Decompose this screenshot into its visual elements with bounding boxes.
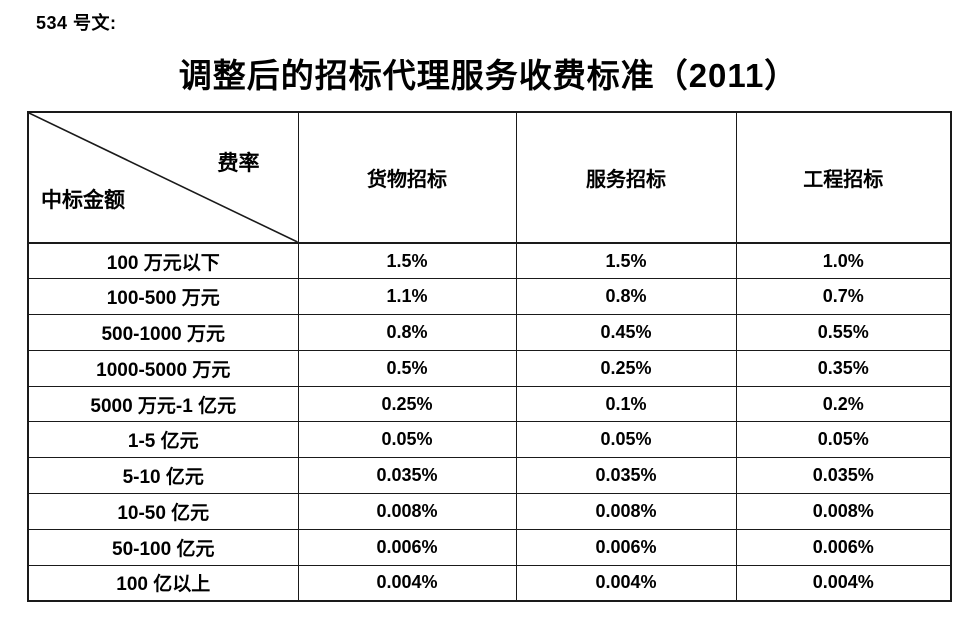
fee-value-cell: 0.5%: [297, 349, 517, 387]
fee-value-cell: 0.006%: [297, 528, 517, 566]
row-label: 100 万元以下: [27, 242, 299, 280]
table-row: 5000 万元-1 亿元 0.25% 0.1% 0.2%: [27, 385, 952, 423]
fee-value-cell: 0.55%: [735, 314, 952, 351]
fee-value-cell: 0.05%: [297, 421, 517, 459]
fee-value-cell: 1.0%: [735, 242, 952, 280]
table-row: 100-500 万元 1.1% 0.8% 0.7%: [27, 278, 952, 316]
table-row: 100 亿以上 0.004% 0.004% 0.004%: [27, 564, 952, 602]
corner-bid-amount-label: 中标金额: [41, 189, 125, 212]
table-row: 1000-5000 万元 0.5% 0.25% 0.35%: [27, 349, 952, 387]
fee-value-cell: 0.05%: [515, 421, 737, 459]
fee-value-cell: 0.006%: [735, 528, 952, 566]
fee-value-cell: 0.05%: [735, 421, 952, 459]
fee-value-cell: 0.7%: [735, 278, 952, 316]
fee-value-cell: 0.035%: [297, 457, 517, 495]
fee-rate-table: 费率 中标金额 货物招标 服务招标 工程招标 100 万元以下 1.5% 1.5…: [27, 111, 952, 602]
corner-fee-rate-label: 费率: [217, 152, 260, 175]
table-row: 500-1000 万元 0.8% 0.45% 0.55%: [27, 314, 952, 351]
column-header-engineering-bidding: 工程招标: [735, 111, 952, 244]
fee-value-cell: 0.25%: [515, 349, 737, 387]
fee-value-cell: 0.008%: [735, 493, 952, 530]
fee-value-cell: 0.1%: [515, 385, 737, 423]
header-row: 费率 中标金额 货物招标 服务招标 工程招标: [27, 111, 952, 244]
row-label: 5-10 亿元: [27, 457, 299, 495]
fee-value-cell: 0.035%: [515, 457, 737, 495]
column-header-service-bidding: 服务招标: [515, 111, 737, 244]
row-label: 50-100 亿元: [27, 528, 299, 566]
row-label: 100-500 万元: [27, 278, 299, 316]
row-label: 1000-5000 万元: [27, 349, 299, 387]
fee-value-cell: 0.008%: [515, 493, 737, 530]
diagonal-divider-line: [29, 113, 298, 242]
fee-value-cell: 0.004%: [515, 564, 737, 602]
table-row: 100 万元以下 1.5% 1.5% 1.0%: [27, 242, 952, 280]
table-row: 10-50 亿元 0.008% 0.008% 0.008%: [27, 493, 952, 530]
fee-value-cell: 0.004%: [297, 564, 517, 602]
fee-value-cell: 0.25%: [297, 385, 517, 423]
row-label: 10-50 亿元: [27, 493, 299, 530]
fee-value-cell: 1.5%: [297, 242, 517, 280]
fee-value-cell: 0.004%: [735, 564, 952, 602]
fee-value-cell: 0.8%: [297, 314, 517, 351]
doc-number-label: 534 号文:: [36, 13, 117, 33]
column-header-goods-bidding: 货物招标: [297, 111, 517, 244]
fee-value-cell: 1.5%: [515, 242, 737, 280]
table-row: 1-5 亿元 0.05% 0.05% 0.05%: [27, 421, 952, 459]
fee-value-cell: 0.45%: [515, 314, 737, 351]
fee-value-cell: 0.2%: [735, 385, 952, 423]
fee-value-cell: 0.006%: [515, 528, 737, 566]
fee-value-cell: 0.035%: [735, 457, 952, 495]
fee-value-cell: 0.008%: [297, 493, 517, 530]
fee-value-cell: 0.8%: [515, 278, 737, 316]
corner-header-cell: 费率 中标金额: [27, 111, 299, 244]
table-row: 50-100 亿元 0.006% 0.006% 0.006%: [27, 528, 952, 566]
row-label: 5000 万元-1 亿元: [27, 385, 299, 423]
row-label: 100 亿以上: [27, 564, 299, 602]
page-title: 调整后的招标代理服务收费标准（2011）: [178, 57, 799, 94]
fee-value-cell: 0.35%: [735, 349, 952, 387]
row-label: 500-1000 万元: [27, 314, 299, 351]
row-label: 1-5 亿元: [27, 421, 299, 459]
table-row: 5-10 亿元 0.035% 0.035% 0.035%: [27, 457, 952, 495]
fee-value-cell: 1.1%: [297, 278, 517, 316]
